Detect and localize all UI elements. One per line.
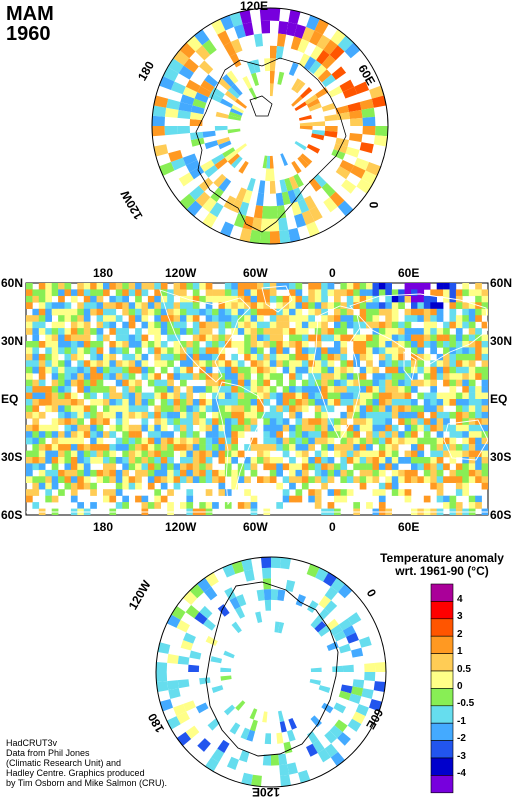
legend-swatch: [430, 722, 454, 741]
world-right-lat-30n: 30N: [490, 334, 512, 348]
credit-text: HadCRUT3v Data from Phil Jones (Climatic…: [6, 738, 167, 788]
np-label-0: 0: [366, 201, 381, 209]
legend-label: -4: [457, 768, 466, 779]
world-top-label-0: 0: [329, 266, 336, 280]
legend-swatch: [430, 583, 454, 602]
np-label-120e: 120E: [240, 0, 269, 13]
legend-label: 4: [457, 594, 463, 605]
legend-swatch: [430, 601, 454, 620]
world-left-lat-30s: 30S: [1, 450, 23, 464]
south-polar-map: [155, 556, 387, 788]
legend-label: 3: [457, 611, 463, 623]
antarctica-coastline: [205, 581, 339, 757]
world-left-lat-eq: EQ: [1, 392, 19, 406]
legend-label: -0.5: [457, 698, 475, 710]
legend-swatch: [430, 757, 454, 776]
legend-label: 2: [457, 628, 463, 640]
legend-title: Temperature anomaly wrt. 1961-90 (°C): [372, 552, 512, 578]
legend-swatch: [430, 688, 454, 707]
season-label: MAM: [6, 3, 54, 25]
world-top-label-60e: 60E: [398, 266, 420, 280]
credit-line1: HadCRUT3v: [6, 738, 58, 748]
world-map: [25, 282, 489, 516]
world-top-label-60w: 60W: [243, 266, 268, 280]
world-left-lat-30n: 30N: [1, 334, 24, 348]
legend-title-line2: wrt. 1961-90 (°C): [395, 564, 489, 578]
legend-label: 1: [457, 646, 463, 658]
credit-line2: Data from Phil Jones: [6, 748, 90, 758]
world-right-lat-60n: 60N: [490, 276, 512, 290]
world-right-lat-60s: 60S: [490, 508, 512, 522]
world-bottom-label-60w: 60W: [243, 520, 268, 534]
world-bottom-label-120w: 120W: [165, 520, 197, 534]
legend-label: -3: [457, 750, 466, 762]
world-left-lat-60n: 60N: [1, 276, 24, 290]
world-top-label-180: 180: [93, 266, 114, 280]
credit-line5: by Tim Osborn and Mike Salmon (CRU).: [6, 778, 168, 788]
legend-label: 0.5: [457, 663, 471, 675]
legend-swatch: [430, 618, 454, 637]
legend-swatch: [430, 653, 454, 672]
legend-label: -2: [457, 733, 466, 745]
legend-title-line1: Temperature anomaly: [380, 551, 504, 565]
credit-line3: (Climatic Research Unit) and: [6, 758, 122, 768]
legend-swatch: [430, 635, 454, 654]
world-bottom-label-60e: 60E: [398, 520, 420, 534]
world-bottom-label-0: 0: [329, 520, 336, 534]
legend-label: -1: [457, 715, 466, 727]
year-label: 1960: [6, 23, 51, 45]
legend-swatch: [430, 740, 454, 759]
color-legend: [430, 583, 454, 794]
world-top-label-120w: 120W: [165, 266, 197, 280]
sp-label-120e: 120E: [252, 785, 281, 799]
north-polar-map: [151, 7, 389, 245]
legend-label: 0: [457, 681, 463, 692]
north-coastline: [195, 57, 347, 233]
legend-swatch: [430, 705, 454, 724]
world-left-lat-60s: 60S: [1, 508, 23, 522]
world-coastlines: [26, 285, 488, 513]
world-bottom-label-180: 180: [93, 520, 114, 534]
world-right-lat-30s: 30S: [490, 450, 512, 464]
season-title: MAM 1960: [6, 4, 54, 44]
credit-line4: Hadley Centre. Graphics produced: [6, 768, 145, 778]
legend-swatch: [430, 670, 454, 689]
legend-swatch: [430, 775, 454, 794]
world-right-lat-eq: EQ: [490, 392, 508, 406]
